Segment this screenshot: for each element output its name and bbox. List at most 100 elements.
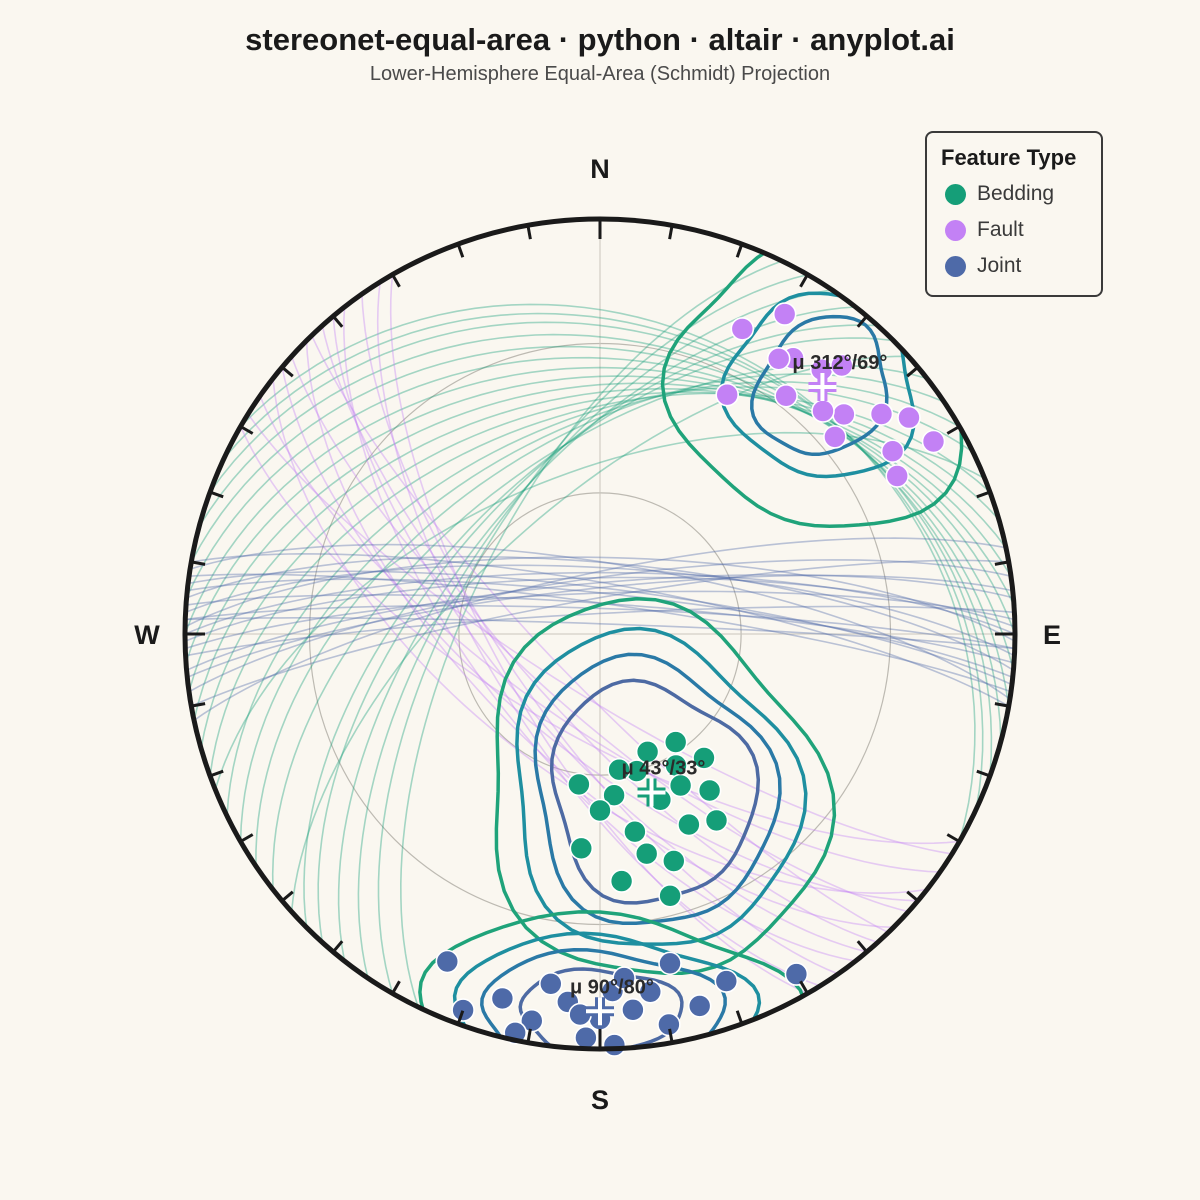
- azimuth-tick: [946, 833, 961, 843]
- great-circle-bedding: [185, 356, 1015, 671]
- pole-point-fault: [880, 439, 905, 464]
- mean-cross-joint: [586, 997, 614, 1026]
- azimuth-tick: [994, 702, 1009, 708]
- mean-label-fault: μ 312°/69°: [792, 352, 887, 374]
- great-circle-bedding: [193, 387, 1007, 721]
- pole-point-fault: [766, 346, 791, 371]
- legend-item-bedding: Bedding: [945, 181, 1054, 207]
- azimuth-tick: [239, 425, 254, 435]
- great-circle-fault: [389, 274, 808, 995]
- mean-cross-fault: [808, 372, 837, 401]
- pole-point-joint: [538, 971, 563, 996]
- contour-bedding: [533, 652, 782, 925]
- azimuth-tick: [856, 315, 868, 328]
- azimuth-tick: [391, 980, 401, 995]
- great-circle-joint: [190, 559, 1009, 707]
- great-circle-fault: [281, 367, 918, 902]
- pole-point-bedding: [609, 869, 634, 893]
- legend-label-bedding: Bedding: [977, 182, 1055, 205]
- azimuth-tick: [456, 1010, 465, 1025]
- great-circle-bedding: [198, 333, 1002, 742]
- pole-points: [435, 302, 946, 1057]
- legend-title: Feature Type: [941, 145, 1077, 170]
- pole-point-fault: [897, 405, 921, 430]
- compass-label-w: W: [134, 620, 160, 650]
- great-circle-bedding: [377, 273, 808, 994]
- azimuth-tick: [735, 1010, 744, 1025]
- pole-point-fault: [715, 382, 740, 407]
- great-circle-fault: [239, 426, 960, 845]
- pole-point-bedding: [607, 757, 631, 782]
- mean-label-bedding: μ 43°/33°: [622, 758, 706, 780]
- great-circle-bedding: [317, 324, 878, 943]
- great-circle-fault: [290, 356, 909, 913]
- azimuth-tick: [668, 225, 674, 240]
- great-circles: [185, 260, 1015, 1008]
- azimuth-tick: [976, 769, 991, 778]
- pole-point-bedding: [668, 773, 693, 798]
- great-circle-bedding: [290, 355, 909, 912]
- great-circle-joint: [189, 543, 1011, 700]
- azimuth-tick: [799, 980, 809, 995]
- pole-point-joint: [612, 966, 636, 990]
- azimuth-tick: [946, 425, 961, 435]
- azimuth-tick: [456, 243, 465, 258]
- azimuth-tick: [191, 702, 206, 708]
- great-circle-joint: [185, 556, 1015, 642]
- great-circle-joint: [185, 605, 1015, 657]
- great-circle-fault: [376, 282, 821, 987]
- great-circle-bedding: [239, 380, 960, 842]
- great-circle-bedding: [357, 289, 833, 979]
- azimuth-tick: [526, 1028, 532, 1043]
- legend-label-fault: Fault: [977, 218, 1024, 241]
- great-circle-joint: [185, 564, 1015, 657]
- azimuth-tick: [799, 273, 809, 288]
- pole-point-bedding: [602, 783, 626, 808]
- pole-point-bedding: [704, 808, 729, 833]
- contour-joint: [480, 948, 727, 1049]
- pole-point-fault: [823, 425, 847, 449]
- mean-label-joint: μ 90°/80°: [570, 976, 654, 998]
- pole-point-joint: [638, 979, 663, 1004]
- great-circle-joint: [187, 578, 1013, 679]
- great-circle-joint: [185, 571, 1015, 635]
- pole-point-joint: [621, 997, 645, 1022]
- azimuth-tick: [332, 315, 344, 328]
- chart-title: stereonet-equal-area · python · altair ·…: [245, 22, 955, 57]
- legend-swatch-joint: [945, 255, 966, 277]
- azimuth-tick: [906, 366, 919, 378]
- pole-point-bedding: [661, 849, 686, 873]
- pole-point-bedding: [569, 836, 594, 861]
- compass-label-e: E: [1043, 620, 1061, 650]
- great-circle-bedding: [223, 312, 984, 810]
- azimuth-tick: [391, 273, 401, 288]
- azimuth-tick: [994, 560, 1009, 566]
- azimuth-tick: [281, 890, 294, 902]
- azimuth-tick: [209, 769, 224, 778]
- legend-item-fault: Fault: [945, 217, 1024, 243]
- compass-label-s: S: [591, 1085, 609, 1115]
- great-circle-joint: [185, 616, 1015, 650]
- azimuth-tick: [209, 490, 224, 499]
- legend-label-joint: Joint: [977, 254, 1022, 277]
- chart-subtitle: Lower-Hemisphere Equal-Area (Schmidt) Pr…: [369, 63, 831, 85]
- pole-point-bedding: [623, 819, 647, 844]
- azimuth-tick: [526, 225, 532, 240]
- great-circle-bedding: [240, 303, 976, 842]
- great-circle-joint: [185, 590, 1015, 650]
- pole-point-fault: [774, 383, 798, 408]
- pole-point-fault: [832, 402, 856, 427]
- great-circle-bedding: [337, 306, 856, 962]
- azimuth-tick: [239, 833, 254, 843]
- contour-bedding: [494, 596, 837, 975]
- pole-point-joint: [435, 949, 460, 974]
- azimuth-tick: [856, 940, 868, 953]
- pole-point-fault: [829, 353, 854, 378]
- great-circle-fault: [272, 378, 928, 894]
- net-grid: [185, 219, 1015, 1049]
- azimuth-tick: [735, 243, 744, 258]
- great-circle-joint: [193, 537, 1007, 721]
- contour-bedding: [549, 678, 761, 905]
- great-circle-joint: [186, 574, 1013, 679]
- azimuth-tick: [668, 1028, 674, 1043]
